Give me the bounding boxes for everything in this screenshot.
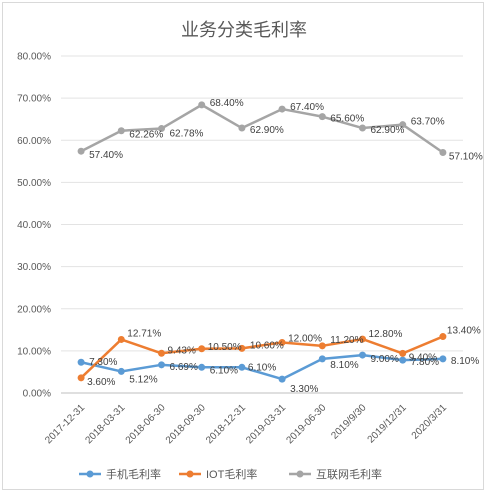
data-point — [158, 361, 165, 369]
legend-marker — [86, 470, 94, 478]
legend-marker — [186, 470, 194, 478]
x-tick-label: 2020/3/31 — [410, 402, 450, 442]
data-label: 3.60% — [87, 377, 115, 388]
data-point — [158, 349, 165, 357]
y-tick-label: 50.00% — [17, 178, 51, 189]
y-tick-label: 0.00% — [23, 389, 51, 400]
legend-marker — [296, 470, 304, 478]
legend-label: 互联网毛利率 — [316, 467, 382, 481]
data-label: 12.71% — [127, 328, 161, 339]
y-tick-label: 80.00% — [17, 52, 51, 63]
data-point — [77, 358, 85, 366]
x-tick-label: 2019-03-31 — [244, 402, 288, 446]
data-point — [198, 101, 206, 109]
data-label: 62.26% — [129, 130, 163, 141]
data-label: 6.10% — [210, 365, 238, 376]
series-lines — [77, 101, 447, 383]
data-label: 7.80% — [411, 357, 439, 368]
data-point — [439, 148, 447, 156]
line-chart: 业务分类毛利率 0.00% 10.00% 20.00% 30.00% 40.00% 50.… — [17, 20, 483, 481]
y-tick-label: 40.00% — [17, 220, 51, 231]
data-labels: 7.30% 5.12% 6.69% 6.10% 6.10% 3.30% 8.10% 9.00%… — [87, 98, 483, 395]
data-label: 57.40% — [89, 150, 123, 161]
x-tick-label: 2018-12-31 — [204, 402, 248, 446]
data-label: 65.60% — [330, 114, 364, 125]
data-point — [318, 355, 326, 363]
y-tick-label: 70.00% — [17, 94, 51, 105]
data-label: 12.00% — [288, 333, 322, 344]
chart-frame: 业务分类毛利率 0.00% 10.00% 20.00% 30.00% 40.00% 50.… — [2, 2, 484, 490]
series-line — [80, 335, 444, 379]
legend: 手机毛利率 IOT毛利率 互联网毛利率 — [79, 467, 382, 481]
data-point — [318, 342, 326, 350]
data-label: 8.10% — [451, 356, 479, 367]
data-point — [77, 374, 85, 382]
data-label: 6.10% — [248, 362, 276, 373]
data-label: 62.90% — [371, 125, 405, 136]
data-label: 9.43% — [168, 345, 196, 356]
legend-label: 手机毛利率 — [106, 467, 161, 481]
data-label: 10.50% — [208, 342, 242, 353]
legend-label: IOT毛利率 — [206, 467, 257, 481]
x-tick-label: 2019/12/31 — [366, 402, 409, 445]
data-label: 68.40% — [210, 98, 244, 109]
chart-title: 业务分类毛利率 — [181, 20, 307, 40]
x-tick-label: 2017-12-31 — [43, 402, 87, 446]
data-point — [359, 124, 366, 132]
data-point — [439, 333, 447, 341]
x-tick-label: 2018-06-30 — [124, 402, 168, 446]
data-point — [117, 367, 125, 375]
data-label: 11.20% — [330, 335, 363, 346]
data-label: 8.10% — [330, 360, 358, 371]
x-tick-label: 2018-03-31 — [83, 402, 127, 446]
data-point — [278, 105, 286, 113]
data-point — [318, 113, 326, 121]
data-point — [238, 124, 246, 132]
data-point — [439, 355, 447, 363]
x-tick-label: 2018-09-30 — [164, 402, 208, 446]
y-tick-label: 30.00% — [17, 262, 51, 273]
data-point — [198, 363, 206, 371]
y-tick-label: 20.00% — [17, 304, 51, 315]
data-point — [359, 351, 366, 359]
y-tick-label: 10.00% — [17, 346, 51, 357]
x-tick-label: 2019-06-30 — [284, 402, 328, 446]
data-label: 6.69% — [170, 362, 198, 373]
data-label: 5.12% — [129, 374, 157, 385]
data-point — [399, 356, 407, 364]
data-label: 9.40% — [409, 352, 437, 363]
data-point — [359, 335, 366, 343]
data-label: 67.40% — [290, 102, 324, 113]
x-axis-ticks: 2017-12-312018-03-312018-06-302018-09-30… — [43, 402, 449, 446]
data-point — [399, 349, 407, 357]
data-point — [278, 338, 286, 346]
data-label: 10.60% — [250, 340, 284, 351]
data-label: 12.80% — [369, 329, 403, 340]
data-point — [198, 345, 206, 353]
data-label: 62.90% — [250, 125, 284, 136]
data-point — [117, 335, 125, 343]
data-point — [278, 375, 286, 383]
data-label: 9.00% — [371, 354, 399, 365]
y-tick-label: 60.00% — [17, 136, 51, 147]
series-line — [80, 103, 444, 154]
data-point — [77, 147, 85, 155]
series-line — [80, 353, 443, 381]
y-axis-ticks: 0.00% 10.00% 20.00% 30.00% 40.00% 50.00% 60.00… — [17, 52, 51, 400]
data-point — [238, 344, 246, 352]
data-point — [117, 127, 125, 135]
data-point — [158, 125, 165, 133]
data-label: 62.78% — [170, 129, 204, 140]
data-label: 7.30% — [89, 357, 117, 368]
data-label: 3.30% — [290, 384, 318, 395]
x-tick-label: 2019/9/30 — [329, 402, 369, 442]
data-label: 63.70% — [411, 117, 445, 128]
data-point — [399, 121, 407, 129]
data-point — [238, 363, 246, 371]
gridlines — [61, 55, 463, 394]
data-label: 13.40% — [447, 326, 481, 337]
data-label: 57.10% — [449, 151, 483, 162]
